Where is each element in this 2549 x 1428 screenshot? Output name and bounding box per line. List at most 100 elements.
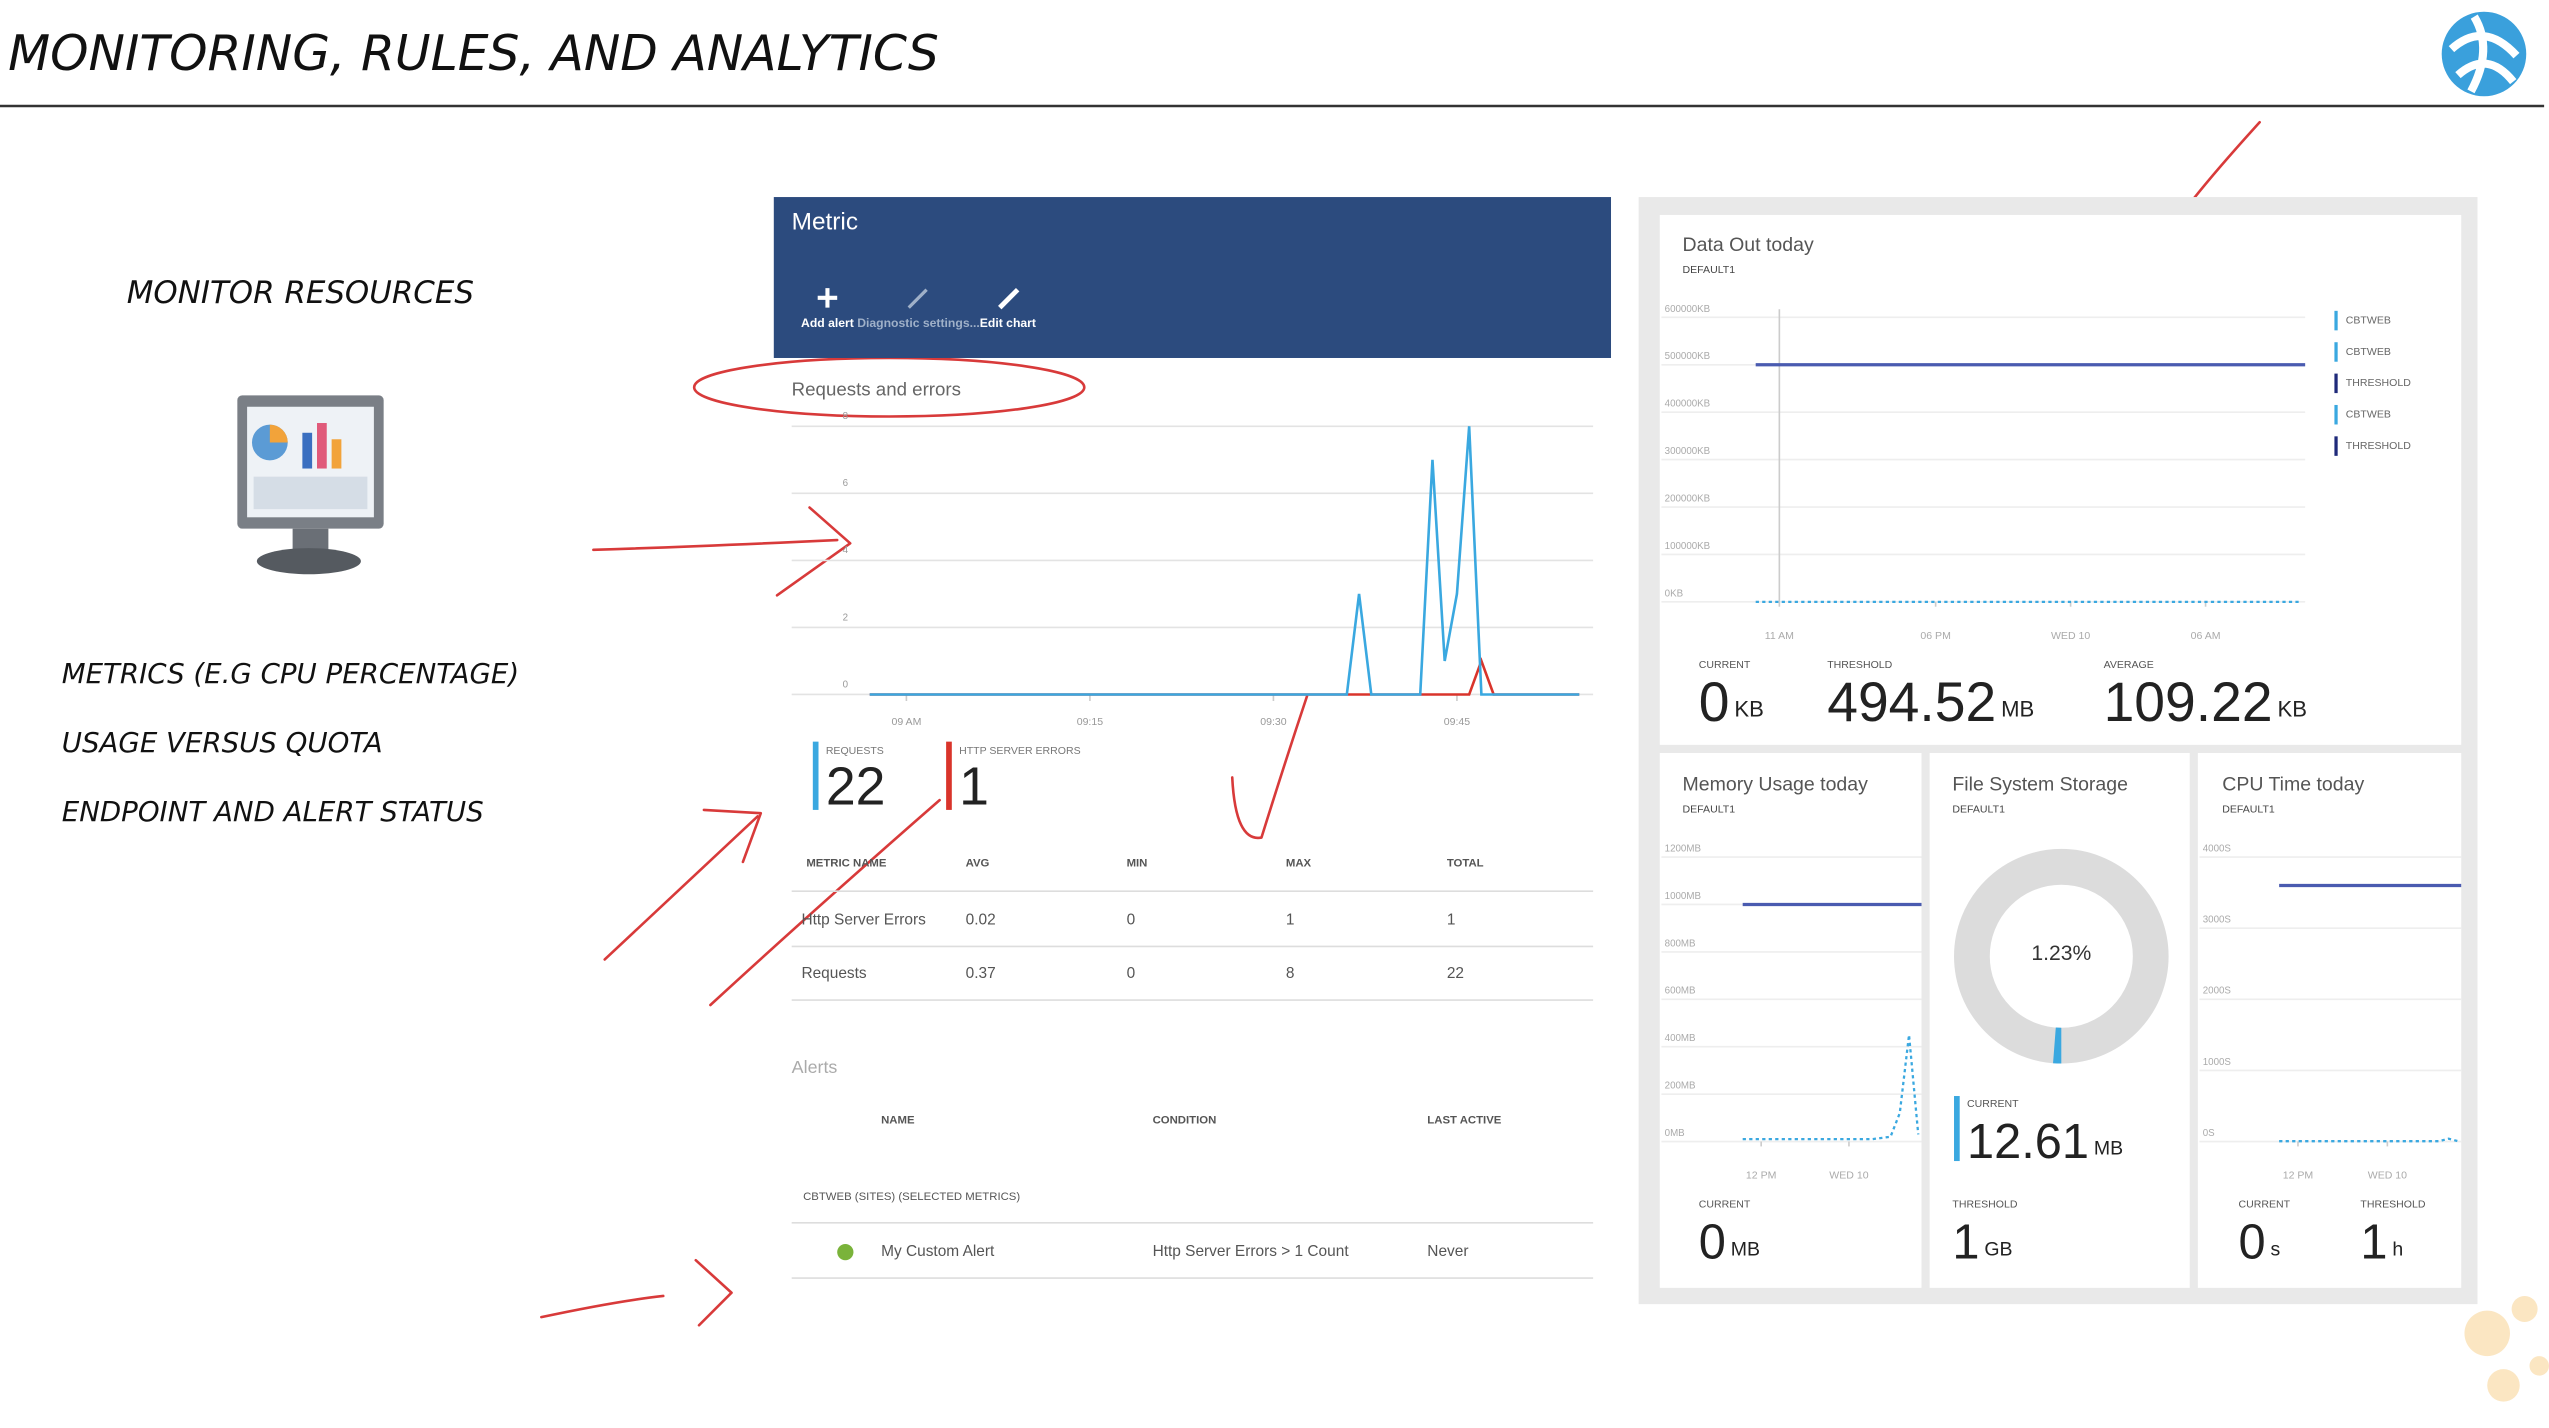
y-tick-label: 600000KB bbox=[1665, 304, 1711, 315]
tile-subtitle: DEFAULT1 bbox=[1683, 804, 1736, 816]
stat-unit: MB bbox=[2094, 1138, 2123, 1160]
stat-label: THRESHOLD bbox=[1952, 1199, 2017, 1211]
table-cell: 1 bbox=[1286, 912, 1295, 929]
stat-value: 0 MB bbox=[1699, 1215, 1760, 1269]
x-tick-label: 09 AM bbox=[891, 716, 921, 728]
stat-unit: GB bbox=[1984, 1239, 2012, 1261]
y-tick-label: 800MB bbox=[1665, 938, 1696, 949]
y-tick-label: 600MB bbox=[1665, 986, 1696, 997]
legend-swatch bbox=[2334, 404, 2338, 425]
toolbar-label: Add alert bbox=[801, 316, 854, 330]
x-tick-label: WED 10 bbox=[2368, 1169, 2407, 1181]
legend-label: THRESHOLD bbox=[2346, 377, 2411, 389]
table-cell: 1 bbox=[1447, 912, 1456, 929]
y-tick-label: 0KB bbox=[1665, 588, 1683, 599]
y-tick-label: 4 bbox=[843, 545, 849, 556]
bullet: METRICS (E.G CPU PERCENTAGE) bbox=[62, 657, 519, 690]
stat-number: 494.52 bbox=[1827, 670, 1996, 732]
legend-label: CBTWEB bbox=[2346, 346, 2391, 358]
y-tick-label: 3000S bbox=[2203, 915, 2232, 926]
y-tick-label: 100000KB bbox=[1665, 541, 1711, 552]
tile bbox=[1659, 753, 1922, 1288]
stat-label: THRESHOLD bbox=[2360, 1199, 2425, 1211]
toolbar-label: Edit chart bbox=[980, 316, 1036, 330]
y-tick-label: 2 bbox=[843, 612, 848, 623]
stat-unit: h bbox=[2392, 1239, 2403, 1261]
series-line bbox=[1742, 1034, 1920, 1141]
tile-title: Data Out today bbox=[1683, 234, 1814, 256]
toolbar-icons bbox=[817, 287, 1020, 310]
tile-subtitle: DEFAULT1 bbox=[1683, 264, 1736, 276]
y-tick-label: 1000MB bbox=[1665, 891, 1701, 902]
y-tick-label: 1000S bbox=[2203, 1057, 2232, 1068]
stat-unit: s bbox=[2271, 1239, 2281, 1261]
legend-swatch bbox=[2334, 373, 2338, 394]
legend-label: CBTWEB bbox=[2346, 409, 2391, 421]
slide-title: MONITORING, RULES, AND ANALYTICS bbox=[8, 26, 939, 82]
stat-number: 1 bbox=[1952, 1215, 1979, 1269]
table-cell: 0.02 bbox=[966, 912, 996, 929]
y-tick-label: 400MB bbox=[1665, 1033, 1696, 1044]
tile-title: CPU Time today bbox=[2222, 774, 2364, 796]
stat-value: 12.61 MB bbox=[1967, 1115, 2123, 1169]
stat-number: 12.61 bbox=[1967, 1115, 2089, 1169]
y-tick-label: 200MB bbox=[1665, 1081, 1696, 1092]
table-header: METRIC NAME bbox=[806, 858, 887, 870]
x-tick-label: 06 AM bbox=[2191, 630, 2221, 642]
stat-label: THRESHOLD bbox=[1827, 659, 1892, 671]
y-tick-label: 8 bbox=[843, 411, 848, 422]
summary-bar bbox=[812, 741, 819, 810]
legend-swatch bbox=[2334, 436, 2338, 456]
table-header: TOTAL bbox=[1447, 858, 1484, 870]
summary-label: REQUESTS bbox=[826, 745, 884, 757]
stat-number: 0 bbox=[1699, 670, 1730, 732]
x-tick-label: 06 PM bbox=[1920, 630, 1950, 642]
stat-label: CURRENT bbox=[1699, 659, 1751, 671]
y-tick-label: 400000KB bbox=[1665, 399, 1711, 410]
table-cell: 22 bbox=[1447, 965, 1464, 982]
alerts-header: NAME bbox=[881, 1114, 915, 1126]
y-tick-label: 0MB bbox=[1665, 1128, 1685, 1139]
y-tick-label: 300000KB bbox=[1665, 446, 1711, 457]
alerts-cell: Http Server Errors > 1 Count bbox=[1153, 1243, 1350, 1260]
table-cell: 0.37 bbox=[966, 965, 996, 982]
chart-title: Requests and errors bbox=[792, 378, 961, 399]
alerts-cell: My Custom Alert bbox=[881, 1243, 995, 1260]
stat-number: 0 bbox=[1699, 1215, 1726, 1269]
table-header: AVG bbox=[966, 858, 990, 870]
legend-swatch bbox=[2334, 310, 2338, 331]
tile-subtitle: DEFAULT1 bbox=[2222, 804, 2275, 816]
bullet: ENDPOINT AND ALERT STATUS bbox=[62, 795, 484, 828]
stat-value: 109.22 KB bbox=[2104, 670, 2307, 732]
left-heading: MONITOR RESOURCES bbox=[127, 275, 474, 311]
metric-title: Metric bbox=[792, 208, 858, 235]
stat-bar bbox=[1954, 1096, 1960, 1162]
stat-number: 0 bbox=[2239, 1215, 2266, 1269]
stat-label: AVERAGE bbox=[2104, 659, 2154, 671]
tile bbox=[2197, 753, 2462, 1288]
alerts-header: CONDITION bbox=[1153, 1114, 1217, 1126]
alerts-title: Alerts bbox=[792, 1057, 838, 1077]
x-tick-label: 11 AM bbox=[1765, 630, 1794, 642]
summary-value: 22 bbox=[826, 757, 886, 817]
alerts-group: CBTWEB (SITES) (SELECTED METRICS) bbox=[803, 1191, 1020, 1203]
summary-bar bbox=[946, 741, 952, 810]
x-tick-label: 09:30 bbox=[1260, 716, 1287, 728]
monitor-icon bbox=[237, 395, 384, 575]
stat-label: CURRENT bbox=[1699, 1199, 1751, 1211]
table-cell: Requests bbox=[801, 965, 866, 982]
y-tick-label: 6 bbox=[843, 478, 848, 489]
stat-number: 1 bbox=[2360, 1215, 2387, 1269]
stat-number: 109.22 bbox=[2104, 670, 2273, 732]
x-tick-label: WED 10 bbox=[2051, 630, 2090, 642]
tile-title: Memory Usage today bbox=[1683, 774, 1869, 796]
y-tick-label: 500000KB bbox=[1665, 351, 1711, 362]
legend-swatch bbox=[2334, 342, 2338, 362]
stat-label: CURRENT bbox=[1967, 1098, 2019, 1110]
tile bbox=[1659, 214, 2462, 745]
legend-label: THRESHOLD bbox=[2346, 440, 2411, 452]
x-tick-label: 12 PM bbox=[1746, 1169, 1776, 1181]
